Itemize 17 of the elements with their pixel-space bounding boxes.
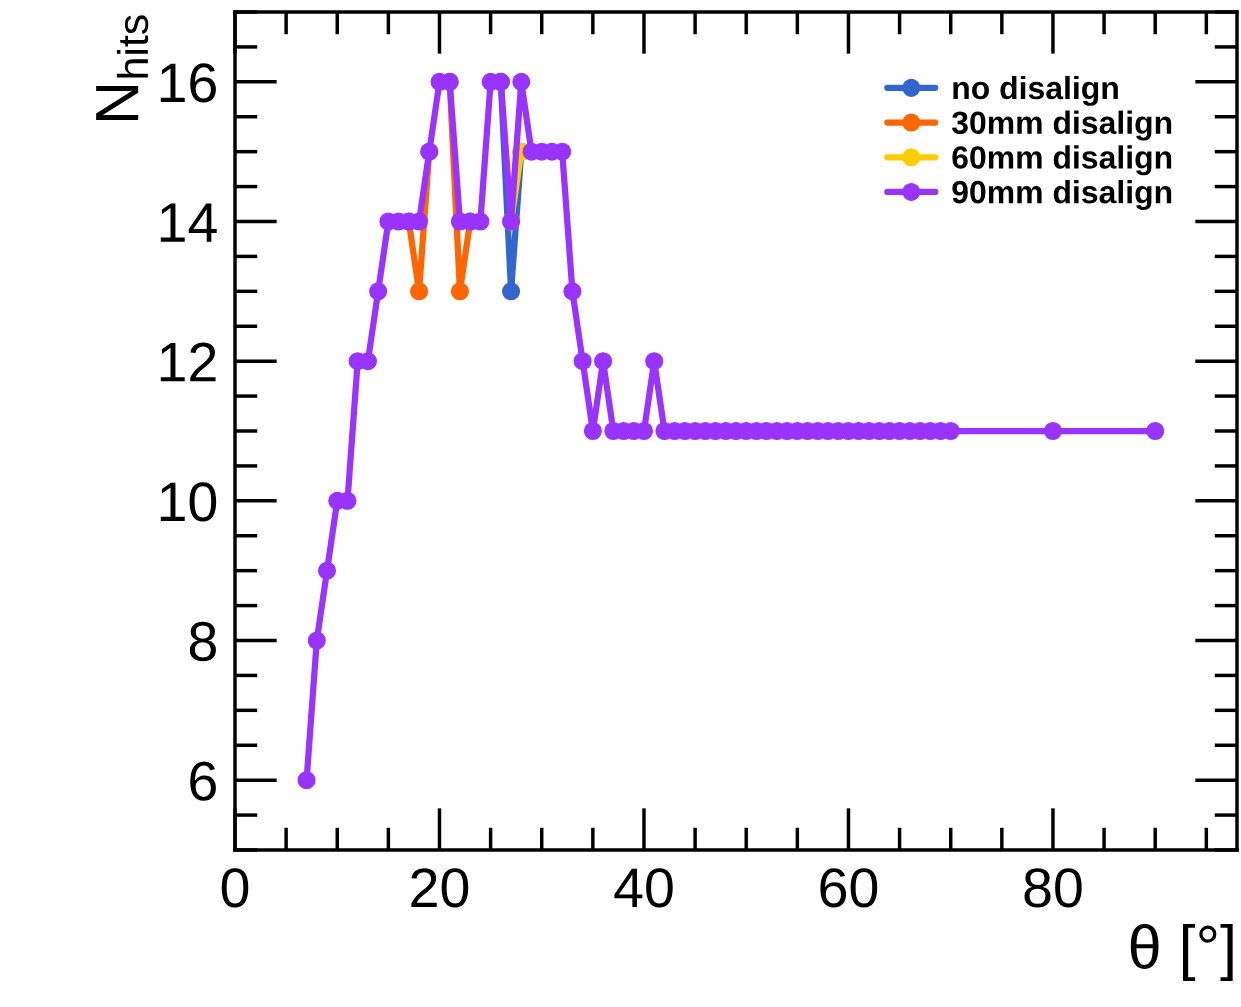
- x-axis-title: θ [°]: [1130, 924, 1233, 981]
- y-tick-label: 6: [190, 761, 216, 801]
- x-tick-label: 80: [1024, 868, 1082, 908]
- x-tick-label: 20: [411, 868, 469, 908]
- y-tick-label: 12: [160, 342, 216, 382]
- x-tick-label: 0: [221, 868, 249, 908]
- y-tick-label: 8: [189, 621, 216, 662]
- legend-label: 60mm disalign: [952, 145, 1172, 176]
- y-axis-title: N$_{hits}$: [96, 15, 149, 121]
- x-tick-label: 40: [614, 868, 673, 908]
- x-tick-label: 60: [820, 868, 878, 908]
- legend-label: 30mm disalign: [951, 110, 1172, 141]
- y-tick-label: 16: [160, 63, 216, 103]
- y-tick-label: 10: [160, 482, 217, 522]
- y-tick-label: 14: [160, 203, 217, 242]
- legend-label: 90mm disalign: [952, 180, 1172, 210]
- legend-label: no disalign: [953, 75, 1118, 106]
